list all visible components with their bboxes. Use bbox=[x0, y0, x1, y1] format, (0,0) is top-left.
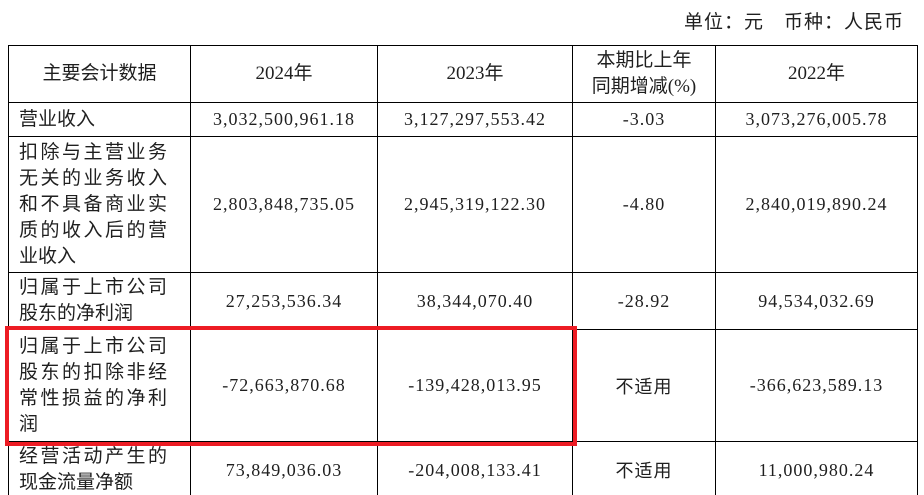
row-label: 经营活动产生的现金流量净额 bbox=[8, 441, 191, 495]
row-label: 归属于上市公司股东的净利润 bbox=[8, 272, 191, 330]
table-row-net-profit: 归属于上市公司股东的净利润 27,253,536.34 38,344,070.4… bbox=[8, 272, 918, 330]
cell-2024: -72,663,870.68 bbox=[190, 329, 378, 442]
cell-2024: 3,032,500,961.18 bbox=[190, 102, 378, 137]
row-label: 扣除与主营业务无关的业务收入和不具备商业实质的收入后的营业收入 bbox=[8, 136, 191, 273]
col-header-change: 本期比上年同期增减(%) bbox=[572, 45, 716, 103]
cell-2023: 3,127,297,553.42 bbox=[377, 102, 573, 137]
cell-2022: -366,623,589.13 bbox=[715, 329, 918, 442]
cell-2024: 27,253,536.34 bbox=[190, 272, 378, 330]
cell-2022: 11,000,980.24 bbox=[715, 441, 918, 495]
row-label: 归属于上市公司股东的扣除非经常性损益的净利润 bbox=[8, 329, 191, 442]
col-header-indicator: 主要会计数据 bbox=[8, 45, 191, 103]
cell-change: 不适用 bbox=[572, 329, 716, 442]
cell-change: -3.03 bbox=[572, 102, 716, 137]
col-header-change-text: 本期比上年同期增减(%) bbox=[591, 50, 697, 97]
cell-2023: 2,945,319,122.30 bbox=[377, 136, 573, 273]
cell-2024: 73,849,036.03 bbox=[190, 441, 378, 495]
cell-change: 不适用 bbox=[572, 441, 716, 495]
table-row-operating-cash-flow: 经营活动产生的现金流量净额 73,849,036.03 -204,008,133… bbox=[8, 441, 918, 495]
key-accounting-data-table: 主要会计数据 2024年 2023年 本期比上年同期增减(%) 2022年 营业… bbox=[8, 45, 918, 495]
table-row-revenue: 营业收入 3,032,500,961.18 3,127,297,553.42 -… bbox=[8, 102, 918, 137]
cell-2022: 2,840,019,890.24 bbox=[715, 136, 918, 273]
cell-2024: 2,803,848,735.05 bbox=[190, 136, 378, 273]
row-label: 营业收入 bbox=[8, 102, 191, 137]
col-header-2024: 2024年 bbox=[190, 45, 378, 103]
col-header-2023: 2023年 bbox=[377, 45, 573, 103]
cell-change: -4.80 bbox=[572, 136, 716, 273]
table-row-revenue-after-deduction: 扣除与主营业务无关的业务收入和不具备商业实质的收入后的营业收入 2,803,84… bbox=[8, 136, 918, 273]
cell-2022: 94,534,032.69 bbox=[715, 272, 918, 330]
cell-2022: 3,073,276,005.78 bbox=[715, 102, 918, 137]
unit-currency-label: 单位：元 币种：人民币 bbox=[683, 12, 904, 33]
cell-change: -28.92 bbox=[572, 272, 716, 330]
header-row: 主要会计数据 2024年 2023年 本期比上年同期增减(%) 2022年 bbox=[8, 45, 918, 103]
cell-2023: 38,344,070.40 bbox=[377, 272, 573, 330]
table-row-net-profit-excl-nonrecurring: 归属于上市公司股东的扣除非经常性损益的净利润 -72,663,870.68 -1… bbox=[8, 329, 918, 442]
cell-2023: -204,008,133.41 bbox=[377, 441, 573, 495]
col-header-2022: 2022年 bbox=[715, 45, 918, 103]
cell-2023: -139,428,013.95 bbox=[377, 329, 573, 442]
